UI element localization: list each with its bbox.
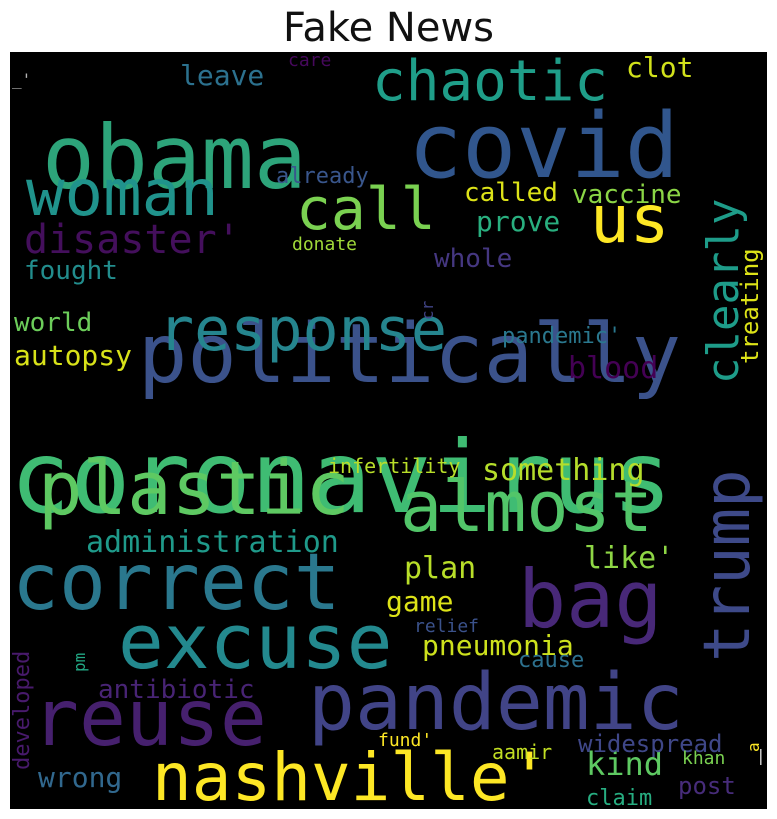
word-pandemic: pandemic xyxy=(308,658,684,748)
word-prove: prove xyxy=(476,205,561,238)
word-disaster: disaster' xyxy=(24,217,241,263)
word-clot: clot xyxy=(626,52,694,84)
word-response: response xyxy=(158,295,447,365)
word-cloud-canvas: coronavirus politically obama covid pandemic… xyxy=(10,52,767,809)
word-vaccine: vaccine xyxy=(572,180,682,210)
word-wrong: wrong xyxy=(38,761,123,794)
word-cr: cr xyxy=(418,300,437,320)
word-claim: claim xyxy=(586,786,653,810)
word-fought: fought xyxy=(24,256,118,286)
word-pneumonia: pneumonia xyxy=(422,629,574,662)
word-pandemic: pandemic' xyxy=(502,324,622,349)
word-relief: relief xyxy=(414,616,480,637)
word-administration: administration xyxy=(86,525,339,560)
word-coronavirus: coronavirus xyxy=(10,419,673,536)
word-aamir: aamir xyxy=(492,740,553,764)
word-politically: politically xyxy=(138,307,682,402)
word-symbol-57: _' xyxy=(12,70,32,89)
word-pm: pm xyxy=(70,652,89,672)
word-whole: whole xyxy=(434,244,513,274)
word-something: something xyxy=(482,453,645,488)
word-almost: almost xyxy=(400,466,653,548)
word-obama: obama xyxy=(42,106,307,209)
word-excuse: excuse xyxy=(118,597,393,686)
word-like: like' xyxy=(584,541,675,576)
word-reuse: reuse xyxy=(32,674,267,764)
word-infertility: infertility xyxy=(328,454,461,478)
word-post: post xyxy=(678,772,736,800)
word-autopsy: autopsy xyxy=(14,339,133,372)
word-widespread: widespread xyxy=(578,730,723,758)
chart-title: Fake News xyxy=(283,5,494,51)
word-call: call xyxy=(296,175,436,243)
word-plastic: plastic xyxy=(38,446,350,532)
word-fund: fund' xyxy=(378,730,433,751)
word-care: care xyxy=(288,52,332,71)
word-antibiotic: antibiotic xyxy=(98,675,255,705)
word-chaotic: chaotic xyxy=(372,52,609,114)
word-treating: treating xyxy=(736,248,764,364)
word-plan: plan xyxy=(404,551,477,586)
word-developed: developed xyxy=(10,650,35,770)
word-donate: donate xyxy=(292,234,358,255)
word-trump: trump xyxy=(691,469,765,662)
word-woman: woman xyxy=(26,157,219,231)
word-correct: correct xyxy=(12,538,341,628)
word-game: game xyxy=(386,585,454,618)
word-symbol-58: | xyxy=(756,746,766,765)
word-kind: kind xyxy=(586,745,664,783)
word-already: already xyxy=(276,164,369,189)
word-blood: blood xyxy=(568,351,659,386)
word-cause: cause xyxy=(518,648,585,673)
word-nashville: nashville' xyxy=(152,739,550,810)
word-bag: bag xyxy=(518,553,663,646)
word-khan: khan xyxy=(682,748,726,769)
word-world: world xyxy=(14,308,93,338)
word-us: us xyxy=(590,181,670,258)
word-called: called xyxy=(464,178,558,208)
word-leave: leave xyxy=(180,59,265,92)
word-covid: covid xyxy=(408,94,679,199)
